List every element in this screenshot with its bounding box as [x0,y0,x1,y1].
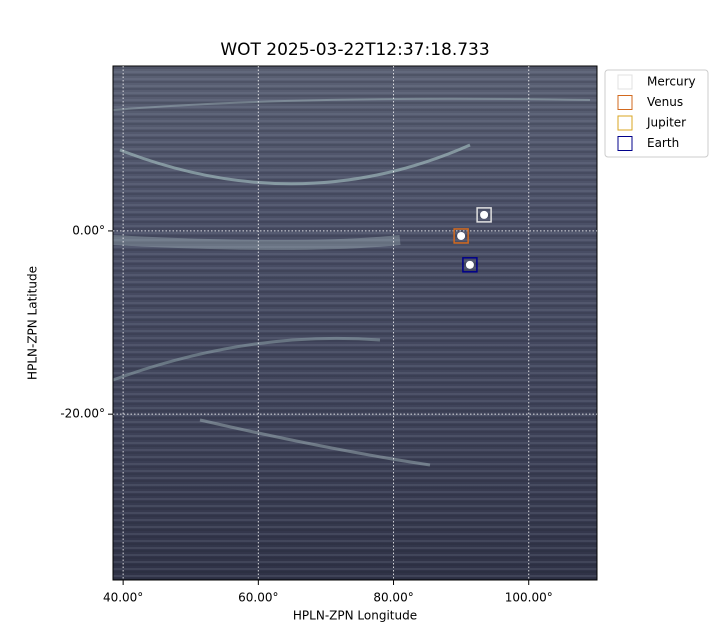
legend-swatch [617,136,633,151]
x-tick-label: 100.00° [505,591,553,605]
y-axis-label: HPLN-ZPN Latitude [26,266,40,380]
planet-marker [462,257,478,273]
y-tick-label: 0.00° [72,223,105,237]
planet-glow [457,231,466,240]
x-axis-label: HPLN-ZPN Longitude [293,609,417,623]
legend-swatch [617,95,633,110]
legend-swatch [617,74,633,90]
legend-swatch [617,115,633,131]
planet-glow [480,210,489,219]
legend-label: Earth [647,136,679,150]
planet-glow [465,260,474,269]
planet-marker [476,207,492,223]
y-tick-label: -20.00° [60,407,105,421]
legend-label: Venus [647,95,683,109]
sky-image [112,65,598,581]
legend: Mercury Venus Jupiter Earth [604,69,709,158]
planet-marker [453,228,469,244]
x-tick-label: 60.00° [238,591,278,605]
legend-label: Mercury [647,75,696,89]
x-tick-label: 80.00° [373,591,413,605]
chart-title: WOT 2025-03-22T12:37:18.733 [220,40,489,60]
x-tick-label: 40.00° [103,591,143,605]
legend-label: Jupiter [646,116,686,130]
